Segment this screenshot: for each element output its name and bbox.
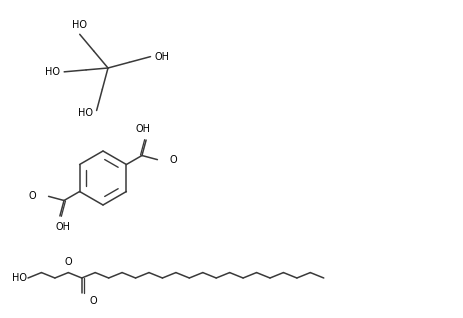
Text: O: O <box>89 296 97 306</box>
Text: O: O <box>29 191 37 201</box>
Text: O: O <box>169 155 177 165</box>
Text: HO: HO <box>77 107 93 117</box>
Text: OH: OH <box>154 52 169 62</box>
Text: HO: HO <box>12 273 27 283</box>
Text: HO: HO <box>72 20 87 30</box>
Text: OH: OH <box>55 222 70 232</box>
Text: OH: OH <box>135 124 150 134</box>
Text: O: O <box>64 257 72 266</box>
Text: HO: HO <box>45 67 60 77</box>
